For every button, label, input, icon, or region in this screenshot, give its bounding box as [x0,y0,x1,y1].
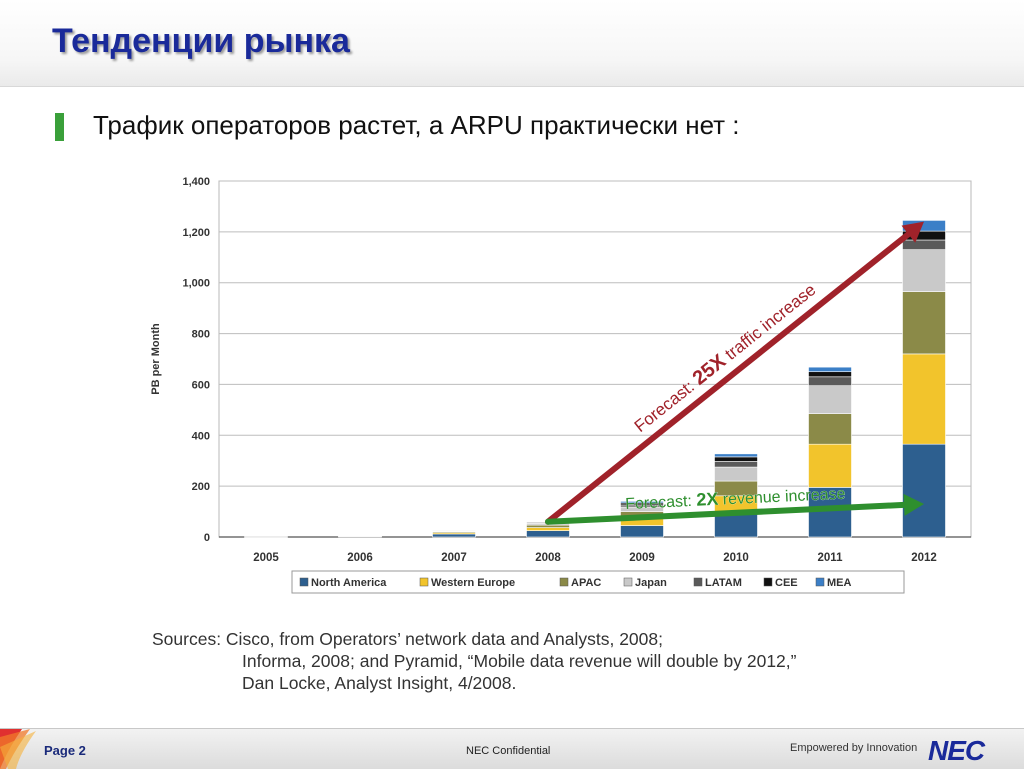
x-tick-label: 2011 [818,552,844,564]
y-tick-label: 400 [192,430,210,442]
legend-label: North America [311,577,387,589]
legend-swatch [299,577,309,587]
y-tick-label: 600 [192,379,210,391]
page-number: Page 2 [44,743,86,758]
sources-line-2: Informa, 2008; and Pyramid, “Mobile data… [242,651,797,671]
nec-logo: NEC [928,735,985,766]
legend-label: CEE [775,577,798,589]
footer: Page 2 NEC Confidential Empowered by Inn… [0,728,1024,769]
legend-swatch [559,577,569,587]
x-tick-label: 2005 [253,552,279,564]
legend-label: APAC [571,577,601,589]
forecast-label-prefix: Forecast: [625,493,697,513]
legend-swatch [693,577,703,587]
forecast-arrowhead-revenue [903,493,924,516]
bar-2012-japan [902,249,946,292]
forecast-label-suffix: revenue increase [718,486,846,509]
bar-2010-latam [714,461,758,468]
bar-2011-north-america [808,487,852,538]
bullet-text: Трафик операторов растет, а ARPU практич… [93,110,740,140]
y-tick-label: 1,000 [182,278,210,290]
sources-line-3: Dan Locke, Analyst Insight, 4/2008. [242,673,517,693]
bar-2010-japan [714,466,758,482]
legend-label: MEA [827,577,852,589]
bar-2007-north-america [432,533,476,538]
bar-2009-mea [620,501,664,504]
legend-label: Japan [635,577,667,589]
company-tagline: Empowered by Innovation [790,742,918,754]
bar-2011-apac [808,413,852,445]
bar-2011-mea [808,366,852,373]
y-tick-label: 800 [192,329,210,341]
legend-swatch [763,577,773,587]
y-tick-label: 0 [204,532,210,544]
bullet-marker [55,113,64,141]
confidential-label: NEC Confidential [466,745,551,757]
bar-2011-western-europe [808,443,852,488]
bar-2012-north-america [902,443,946,538]
legend-swatch [815,577,825,587]
bar-2012-apac [902,291,946,355]
y-tick-label: 200 [192,481,210,493]
bar-2010-north-america [714,513,758,538]
bar-2010-mea [714,453,758,458]
bar-2011-japan [808,385,852,414]
bar-2008-apac [526,524,570,528]
title-bar: Тенденции рынка [0,0,1024,87]
x-tick-label: 2010 [723,552,749,564]
legend-box [291,570,905,594]
x-tick-label: 2006 [347,552,373,564]
bar-2011-cee [808,371,852,378]
bar-2006-apac [338,535,382,537]
forecast-label-emphasis: 2X [696,489,719,510]
sources-line-1: Sources: Cisco, from Operators’ network … [152,629,663,649]
slide-title: Тенденции рынка [52,22,350,60]
bar-2007-cee [432,530,476,532]
sources-note: Sources: Cisco, from Operators’ network … [152,628,796,694]
x-tick-label: 2007 [441,552,467,564]
traffic-chart: 0 200 400 600 800 1,000 1,200 1,400 PB per Month… [150,176,972,594]
bar-2012-western-europe [902,353,946,445]
bar-2010-cee [714,456,758,462]
y-axis-label: PB per Month [150,323,162,395]
x-tick-label: 2008 [535,552,561,564]
bar-2011-latam [808,376,852,387]
bar-2008-north-america [526,530,570,538]
forecast-arrowhead-traffic [901,221,924,243]
legend-label: Western Europe [431,577,515,589]
forecast-arrow-traffic [545,231,912,525]
bar-2005-north-america [244,536,288,538]
bar-2008-western-europe [526,527,570,531]
legend-label: LATAM [705,577,742,589]
x-tick-label: 2009 [629,552,655,564]
y-tick-label: 1,400 [182,176,210,188]
forecast-arrow-revenue [545,501,908,525]
forecast-label-revenue: Forecast: 2X revenue increase [625,483,846,513]
legend-swatch [419,577,429,587]
x-tick-label: 2012 [911,552,937,564]
y-tick-label: 1,200 [182,227,210,239]
chart-legend: North America Western Europe APAC Japan LATA… [291,570,905,594]
footer-swoosh-graphic [0,729,36,769]
bar-2009-north-america [620,525,664,538]
legend-swatch [623,577,633,587]
bar-2012-latam [902,239,946,250]
